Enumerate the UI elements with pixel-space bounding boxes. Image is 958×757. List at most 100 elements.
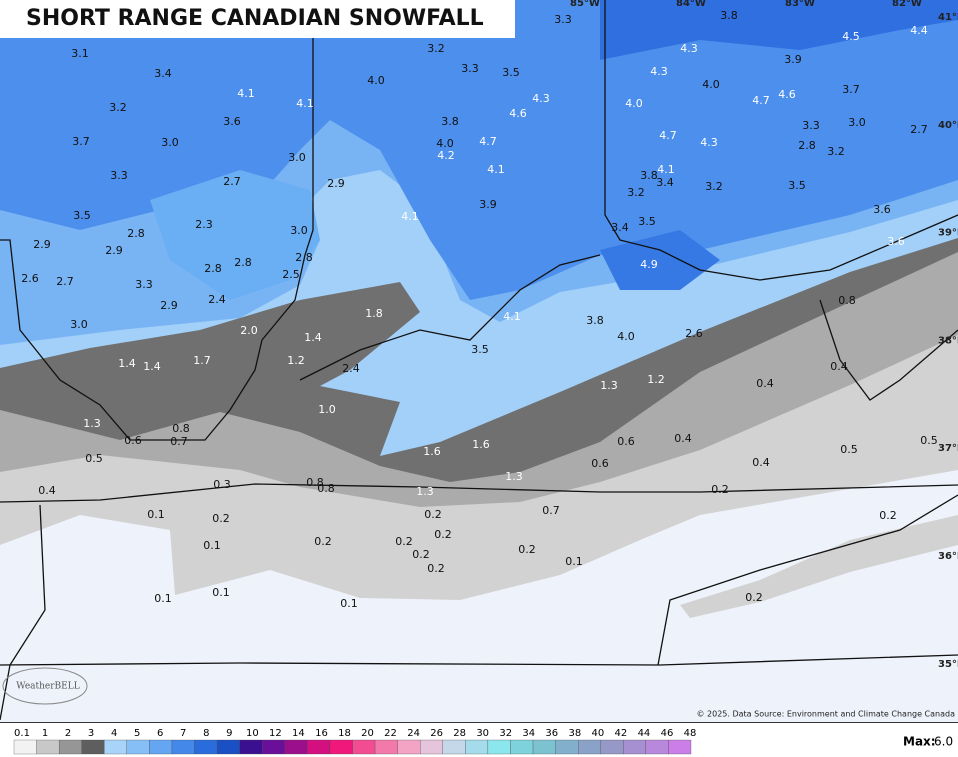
legend-label: 7 (180, 728, 186, 739)
snow-zone (150, 170, 320, 300)
legend-label: 34 (522, 728, 535, 739)
snowfall-label: 4.3 (680, 42, 698, 55)
snow-zone (600, 0, 958, 60)
border (604, 0, 958, 281)
snowfall-label: 4.3 (532, 92, 550, 105)
legend-swatch (329, 739, 353, 755)
snowfall-label: 3.5 (788, 179, 806, 192)
legend-label: 8 (203, 728, 209, 739)
legend-swatch (578, 739, 601, 755)
legend-swatch (36, 739, 60, 755)
latitude-label: 37°N (938, 443, 958, 454)
snowfall-label: 0.6 (124, 434, 142, 447)
snowfall-label: 0.6 (591, 457, 609, 470)
legend-swatch (126, 739, 150, 755)
snowfall-label: 2.3 (195, 218, 213, 231)
snowfall-label: 0.6 (617, 435, 635, 448)
snowfall-label: 2.9 (105, 244, 123, 257)
snowfall-label: 3.7 (842, 83, 860, 96)
snowfall-label: 0.8 (317, 482, 335, 495)
legend-label: 44 (638, 728, 651, 739)
legend-swatch (532, 739, 556, 755)
legend-swatch (623, 739, 647, 755)
snowfall-label: 0.2 (711, 483, 729, 496)
max-label: Max: (903, 735, 936, 749)
border (299, 254, 601, 381)
snowfall-label: 2.7 (223, 175, 241, 188)
border (819, 299, 958, 401)
snowfall-label: 3.3 (802, 119, 820, 132)
coordinate-labels: 85°W 84°W 83°W 82°W 41°N 40°N 39°N 38°N 37°N 36°N… (570, 0, 958, 670)
snowfall-label: 1.3 (83, 417, 101, 430)
legend-swatch (668, 739, 692, 755)
legend-swatch (262, 739, 285, 755)
snowfall-label: 0.5 (85, 452, 103, 465)
legend-label: 18 (338, 728, 351, 739)
legend-label: 36 (545, 728, 558, 739)
snowfall-label: 1.0 (318, 403, 336, 416)
legend-swatch (442, 739, 466, 755)
snowfall-label: 4.9 (640, 258, 658, 271)
legend-label: 30 (476, 728, 489, 739)
latitude-label: 36°N (938, 551, 958, 562)
snowfall-label: 4.1 (503, 310, 521, 323)
snowfall-label: 0.3 (213, 478, 231, 491)
snowfall-label: 2.4 (342, 362, 360, 375)
snowfall-label: 3.5 (73, 209, 91, 222)
snowfall-label: 1.8 (365, 307, 383, 320)
snowfall-label: 0.5 (920, 434, 938, 447)
legend-label: 10 (246, 728, 259, 739)
snowfall-label: 0.4 (38, 484, 56, 497)
snowfall-label: 0.5 (840, 443, 858, 456)
snowfall-label: 2.8 (798, 139, 816, 152)
snowfall-label: 3.0 (288, 151, 306, 164)
snowfall-label: 2.8 (204, 262, 222, 275)
snowfall-label: 3.2 (427, 42, 445, 55)
snowfall-label: 2.9 (33, 238, 51, 251)
snowfall-label: 3.9 (784, 53, 802, 66)
snowfall-label: 3.3 (461, 62, 479, 75)
legend-swatch (645, 739, 669, 755)
snowfall-label: 4.4 (910, 24, 928, 37)
snowfall-label: 1.7 (193, 354, 211, 367)
snowfall-label: 3.4 (611, 221, 629, 234)
snowfall-label: 4.1 (401, 210, 419, 223)
snowfall-label: 0.1 (154, 592, 172, 605)
snowfall-label: 0.2 (745, 591, 763, 604)
snowfall-label: 4.1 (296, 97, 314, 110)
legend-label: 26 (430, 728, 443, 739)
snowfall-label: 3.3 (135, 278, 153, 291)
snowfall-label: 0.7 (542, 504, 560, 517)
longitude-label: 83°W (785, 0, 815, 9)
snow-zone (0, 0, 958, 300)
border (0, 38, 314, 441)
legend-swatch (307, 739, 331, 755)
legend-swatches: 0.1 1 2 3 4 5 6 7 8 9 10 12 14 16 18 20 22 24 26 28 30 32 34 36… (13, 728, 696, 755)
snowfall-label: 0.1 (212, 586, 230, 599)
snowfall-label: 2.6 (685, 327, 703, 340)
legend-swatch (81, 739, 105, 755)
snowfall-label: 3.5 (638, 215, 656, 228)
snowfall-label: 0.8 (172, 422, 190, 435)
snowfall-label: 4.0 (367, 74, 385, 87)
snowfall-label: 4.3 (700, 136, 718, 149)
snowfall-labels: 3.3 3.83.13.43.23.3 3.54.34.5 4.44.04.14.13… (21, 9, 938, 610)
legend-swatch (510, 739, 534, 755)
snowfall-label: 0.1 (565, 555, 583, 568)
snowfall-label: 0.1 (203, 539, 221, 552)
legend-swatch (104, 739, 127, 755)
legend-label: 3 (88, 728, 94, 739)
longitude-label: 82°W (892, 0, 922, 9)
snowfall-label: 2.4 (208, 293, 226, 306)
snow-zone (600, 230, 720, 290)
snowfall-label: 4.5 (842, 30, 860, 43)
snowfall-label: 0.7 (170, 435, 188, 448)
snowfall-label: 0.4 (752, 456, 770, 469)
legend-label: 2 (65, 728, 71, 739)
snowfall-label: 3.4 (656, 176, 674, 189)
longitude-label: 85°W (570, 0, 600, 9)
snowfall-label: 1.4 (143, 360, 161, 373)
title: SHORT RANGE CANADIAN SNOWFALL (26, 6, 484, 31)
max-value: 6.0 (934, 735, 953, 749)
legend: 0.1 1 2 3 4 5 6 7 8 9 10 12 14 16 18 20 22 24 26 28 30 32 34 36… (13, 728, 953, 755)
